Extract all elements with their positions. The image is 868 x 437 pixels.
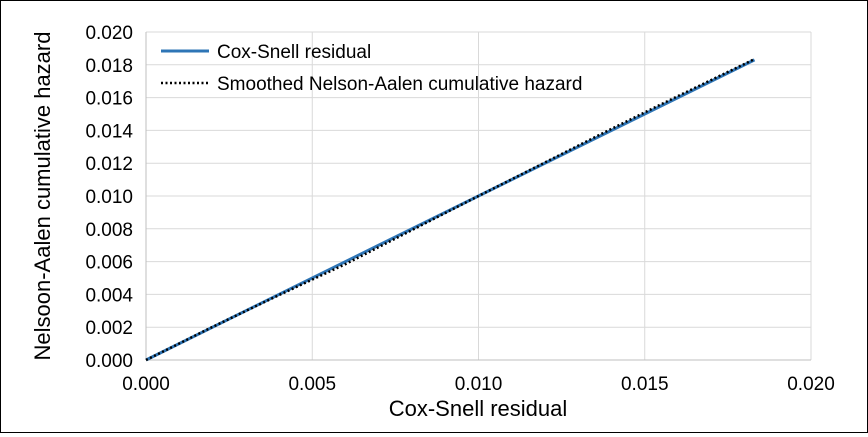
y-tick-label: 0.008 xyxy=(85,220,133,241)
x-tick-label: 0.015 xyxy=(621,374,669,395)
axes xyxy=(145,32,811,361)
y-tick-label: 0.010 xyxy=(85,187,133,208)
series-layer xyxy=(145,57,756,362)
tick-labels: 0.000 0.002 0.004 0.006 0.008 0.010 0.012 0.014… xyxy=(85,23,834,395)
series-line-nelson-aalen xyxy=(145,57,756,362)
y-tick-label: 0.002 xyxy=(85,318,133,339)
y-tick-label: 0.012 xyxy=(85,154,133,175)
x-tick-label: 0.005 xyxy=(288,374,336,395)
y-axis-title: Nelsoon-Aalen cumulative hazard xyxy=(30,32,55,361)
y-tick-label: 0.020 xyxy=(85,23,133,44)
y-tick-label: 0.006 xyxy=(85,253,133,274)
x-axis-title: Cox-Snell residual xyxy=(389,396,568,421)
x-tick-label: 0.020 xyxy=(787,374,835,395)
y-tick-label: 0.016 xyxy=(85,89,133,110)
y-tick-label: 0.014 xyxy=(85,121,133,142)
x-tick-label: 0.000 xyxy=(122,374,170,395)
y-tick-label: 0.018 xyxy=(85,56,133,77)
legend-label-nelson-aalen: Smoothed Nelson-Aalen cumulative hazard xyxy=(217,74,582,95)
y-tick-label: 0.004 xyxy=(85,285,133,306)
y-tick-label: 0.000 xyxy=(85,351,133,372)
x-tick-label: 0.010 xyxy=(455,374,503,395)
legend: Cox-Snell residual Smoothed Nelson-Aalen… xyxy=(161,42,582,95)
legend-label-cox-snell: Cox-Snell residual xyxy=(217,42,371,63)
